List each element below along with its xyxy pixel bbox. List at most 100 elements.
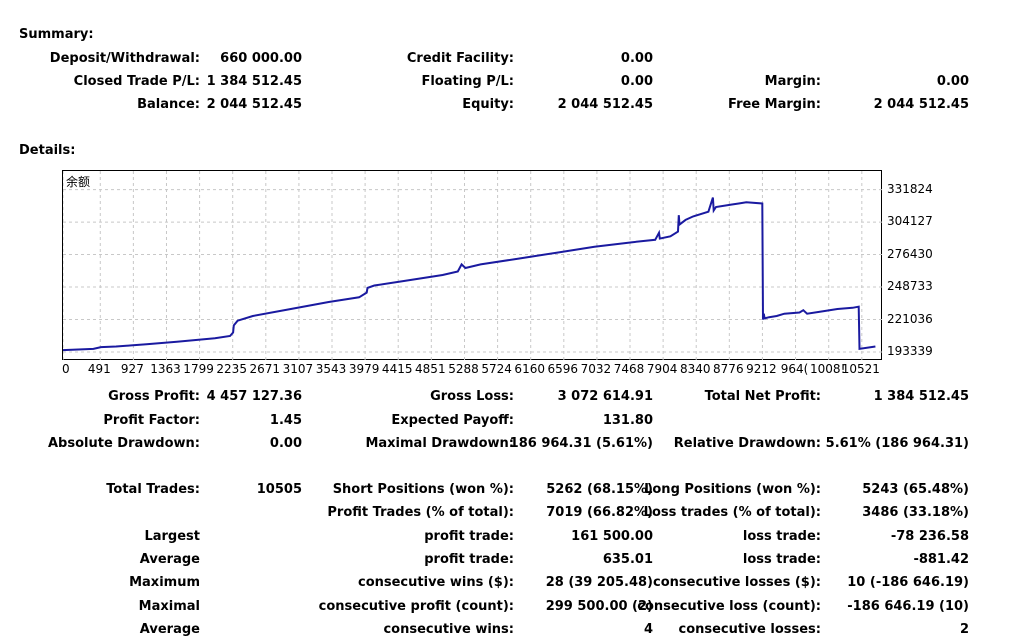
maximum-label: Maximum (129, 575, 200, 590)
average-loss-trade-label: loss trade: (742, 552, 821, 567)
floating-pl-label: Floating P/L: (421, 74, 514, 89)
balance-value: 2 044 512.45 (206, 97, 302, 112)
largest-label: Largest (144, 529, 200, 544)
largest-loss-trade-label: loss trade: (742, 529, 821, 544)
y-tick-label: 193339 (887, 344, 933, 358)
closed-pl-label: Closed Trade P/L: (73, 74, 200, 89)
x-tick-label: 6160 (514, 362, 545, 376)
x-tick-label: 8340 (679, 362, 711, 376)
free-margin-label: Free Margin: (728, 97, 821, 112)
y-tick-label: 276430 (887, 246, 933, 261)
maximal-drawdown-value: 186 964.31 (5.61%) (509, 436, 653, 451)
average-profit-trade-label: profit trade: (424, 552, 514, 567)
loss-trades-value: 3486 (33.18%) (862, 505, 969, 520)
floating-pl-value: 0.00 (620, 74, 653, 89)
credit-value: 0.00 (620, 51, 653, 66)
x-tick-label: 1799 (183, 362, 214, 376)
x-tick-label: 7904 (646, 362, 678, 376)
largest-profit-trade-value: 161 500.00 (571, 529, 653, 544)
balance-label: Balance: (137, 97, 200, 112)
short-positions-label: Short Positions (won %): (332, 482, 514, 497)
x-tick-label: 3979 (348, 362, 380, 376)
average-consecutive-wins-value: 4 (643, 622, 653, 637)
profit-trades-label: Profit Trades (% of total): (327, 505, 514, 520)
total-trades-value: 10505 (256, 482, 302, 497)
maximal-consecutive-loss-label: consecutive loss (count): (637, 599, 821, 614)
x-tick-label: 2235 (216, 362, 247, 376)
largest-profit-trade-label: profit trade: (424, 529, 514, 544)
x-tick-label: 927 (120, 362, 144, 376)
chart-title: 余额 (66, 175, 91, 189)
y-tick-label: 221036 (887, 311, 933, 326)
gross-loss-value: 3 072 614.91 (557, 389, 653, 404)
max-consecutive-losses-label: consecutive losses ($): (653, 575, 821, 590)
average-consecutive-losses-value: 2 (959, 622, 969, 637)
x-tick-label: 3107 (282, 362, 314, 376)
max-consecutive-wins-value: 28 (39 205.48) (545, 575, 653, 590)
profit-factor-value: 1.45 (269, 413, 302, 428)
x-tick-label: 4851 (415, 362, 446, 376)
average-label: Average (139, 552, 200, 567)
gross-loss-label: Gross Loss: (430, 389, 514, 404)
total-trades-label: Total Trades: (106, 482, 200, 497)
x-tick-label: 1363 (150, 362, 181, 376)
x-tick-label: 5724 (481, 362, 512, 376)
maximal-drawdown-label: Maximal Drawdown: (365, 436, 514, 451)
y-tick-label: 331824 (887, 181, 933, 196)
gross-profit-value: 4 457 127.36 (206, 389, 302, 404)
average-consecutive-label: Average (139, 622, 200, 637)
x-tick-label: 7032 (580, 362, 612, 376)
largest-loss-trade-value: -78 236.58 (890, 529, 969, 544)
profit-trades-value: 7019 (66.82%) (546, 505, 653, 520)
equity-label: Equity: (462, 97, 514, 112)
x-tick-label: 7468 (613, 362, 645, 376)
max-consecutive-wins-label: consecutive wins ($): (357, 575, 514, 590)
absolute-drawdown-label: Absolute Drawdown: (48, 436, 200, 451)
max-consecutive-losses-value: 10 (-186 646.19) (847, 575, 969, 590)
y-tick-label: 304127 (887, 214, 933, 229)
absolute-drawdown-value: 0.00 (269, 436, 302, 451)
equity-value: 2 044 512.45 (557, 97, 653, 112)
average-consecutive-losses-label: consecutive losses: (678, 622, 821, 637)
average-consecutive-wins-label: consecutive wins: (383, 622, 514, 637)
short-positions-value: 5262 (68.15%) (546, 482, 653, 497)
maximal-label: Maximal (138, 599, 200, 614)
y-tick-label: 248733 (887, 279, 933, 294)
relative-drawdown-value: 5.61% (186 964.31) (825, 436, 969, 451)
x-tick-label: 2671 (249, 362, 281, 376)
gross-profit-label: Gross Profit: (108, 389, 200, 404)
free-margin-value: 2 044 512.45 (873, 97, 969, 112)
balance-series-line (63, 197, 876, 352)
x-tick-label: 491 (87, 362, 111, 376)
x-tick-label: 3543 (315, 362, 347, 376)
expected-payoff-value: 131.80 (602, 413, 653, 428)
x-tick-label: 8776 (713, 362, 744, 376)
total-net-profit-value: 1 384 512.45 (873, 389, 969, 404)
expected-payoff-label: Expected Payoff: (391, 413, 514, 428)
long-positions-value: 5243 (65.48%) (862, 482, 969, 497)
profit-factor-label: Profit Factor: (103, 413, 200, 428)
deposit-label: Deposit/Withdrawal: (49, 51, 200, 66)
x-tick-label: 964( (780, 362, 809, 376)
x-tick-label: 6596 (547, 362, 579, 376)
margin-value: 0.00 (936, 74, 969, 89)
deposit-value: 660 000.00 (220, 51, 302, 66)
margin-label: Margin: (764, 74, 821, 89)
details-title: Details: (19, 143, 76, 158)
average-loss-trade-value: -881.42 (913, 552, 969, 567)
average-profit-trade-value: 635.01 (602, 552, 653, 567)
loss-trades-label: Loss trades (% of total): (643, 505, 821, 520)
x-tick-label: 10521 (841, 362, 880, 376)
x-tick-label: 9212 (746, 362, 777, 376)
x-tick-label: 0 (62, 362, 70, 376)
x-tick-label: 5288 (448, 362, 479, 376)
x-tick-label: 4415 (381, 362, 413, 376)
balance-chart-svg (63, 171, 883, 361)
relative-drawdown-label: Relative Drawdown: (673, 436, 821, 451)
closed-pl-value: 1 384 512.45 (206, 74, 302, 89)
balance-chart: 余额 (62, 170, 883, 361)
x-tick-label: 1008! (810, 362, 846, 376)
total-net-profit-label: Total Net Profit: (704, 389, 821, 404)
summary-title: Summary: (19, 27, 94, 42)
maximal-consecutive-profit-label: consecutive profit (count): (318, 599, 514, 614)
